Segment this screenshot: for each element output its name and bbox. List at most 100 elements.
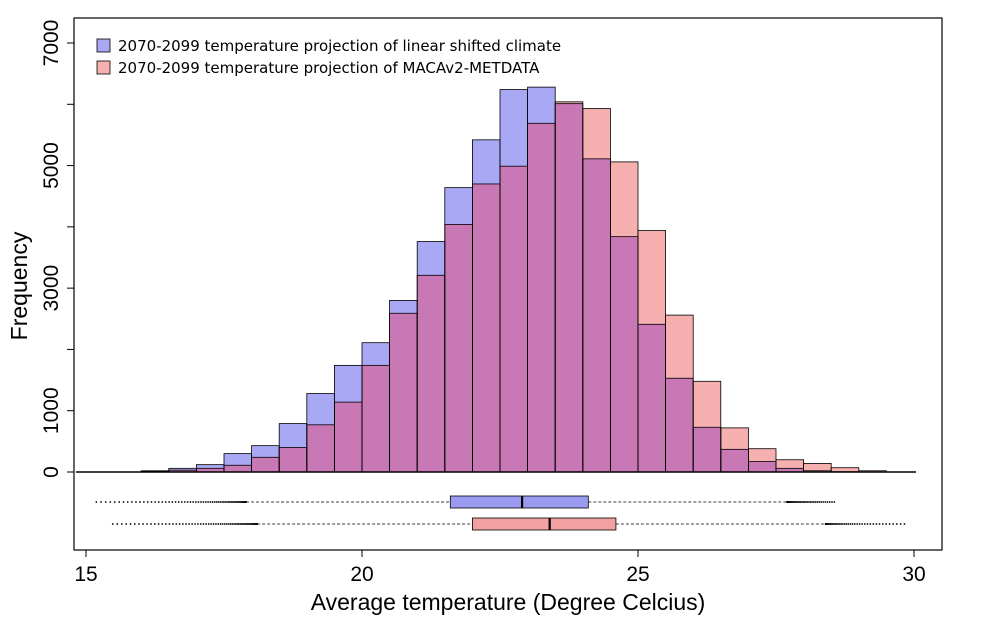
- boxplot-outlier: [185, 523, 187, 525]
- boxplot-outlier: [834, 523, 837, 525]
- boxplot-outlier: [820, 501, 823, 503]
- boxplot-outlier: [866, 523, 869, 525]
- boxplot-outlier: [133, 523, 136, 525]
- histogram-bar-overlap: [389, 313, 418, 472]
- boxplot-outlier: [178, 523, 181, 525]
- boxplot-outlier: [226, 501, 228, 503]
- histogram-bar-linear-shifted: [306, 393, 335, 425]
- histogram-bar-linear-shifted: [362, 342, 390, 366]
- histogram-bar-macav2: [748, 448, 776, 462]
- histogram-bar-macav2: [831, 467, 859, 472]
- y-tick-label: 0: [40, 466, 63, 478]
- histogram-bar-overlap: [693, 427, 721, 472]
- boxplot-outlier: [222, 501, 225, 503]
- x-tick-label: 25: [626, 563, 649, 586]
- histogram-bar-linear-shifted: [334, 365, 362, 403]
- boxplot-outlier: [207, 501, 209, 503]
- histogram-bar-macav2: [693, 381, 721, 428]
- boxplot-outlier: [895, 523, 898, 525]
- boxplot-outlier: [168, 501, 170, 503]
- boxplot-outlier: [174, 501, 177, 503]
- boxplot-outlier: [847, 523, 850, 525]
- boxplot-outlier: [224, 501, 227, 503]
- boxplot-outlier: [199, 523, 202, 525]
- boxplot-outlier: [197, 523, 199, 525]
- boxplot-outlier: [802, 501, 805, 503]
- boxplot-outlier: [229, 523, 232, 525]
- boxplot-outlier: [197, 501, 200, 503]
- histogram-bar-overlap: [610, 236, 638, 472]
- boxplot-outlier: [230, 501, 233, 503]
- boxplot-outlier: [234, 523, 237, 525]
- boxplot-outlier: [202, 523, 205, 525]
- y-tick-label: 5000: [40, 142, 63, 189]
- boxplot-outlier: [207, 523, 210, 525]
- histogram-bar-overlap: [582, 158, 611, 472]
- boxplot-outlier: [856, 523, 859, 525]
- boxplot-outlier: [183, 501, 186, 503]
- histogram-bar-macav2: [582, 108, 611, 159]
- boxplot-outlier: [111, 523, 114, 525]
- boxplot-outlier: [233, 501, 235, 503]
- boxplot-outlier: [239, 523, 242, 525]
- legend-swatch-macav2: [96, 60, 111, 75]
- boxplot-outlier: [888, 523, 891, 525]
- boxplot-outlier: [803, 501, 806, 503]
- boxplot-outlier: [109, 501, 112, 503]
- boxplot-outlier: [122, 501, 125, 503]
- boxplot-outlier: [164, 501, 167, 503]
- y-tick-label: 1000: [40, 387, 63, 434]
- y-axis-label: Frequency: [6, 231, 32, 340]
- legend-label-macav2: 2070-2099 temperature projection of MACA…: [118, 59, 540, 77]
- boxplot-outlier: [215, 523, 217, 525]
- legend-label-linear-shifted: 2070-2099 temperature projection of line…: [118, 37, 561, 55]
- histogram-bar-overlap: [527, 123, 556, 472]
- boxplot-outlier: [142, 501, 145, 503]
- boxplot-outlier: [237, 523, 240, 525]
- boxplot-outlier: [849, 523, 852, 525]
- boxplot-outlier: [215, 501, 218, 503]
- boxplot-outlier: [161, 523, 164, 525]
- boxplot-outlier: [171, 501, 174, 503]
- boxplot-outlier: [811, 501, 814, 503]
- boxplot-outlier: [116, 523, 119, 525]
- boxplot-outlier: [242, 523, 244, 525]
- boxplot-outlier: [217, 501, 220, 503]
- boxplot-outlier: [881, 523, 884, 525]
- boxplot-outlier: [202, 501, 205, 503]
- boxplot-outlier: [899, 523, 902, 525]
- histogram-bar-overlap: [334, 402, 362, 472]
- boxplot-outlier: [186, 501, 189, 503]
- boxplot-outlier: [168, 523, 171, 525]
- boxplot-outlier: [212, 523, 215, 525]
- boxplot-outlier: [146, 501, 149, 503]
- boxplot-outlier: [189, 501, 192, 503]
- boxplot-outlier: [831, 501, 833, 503]
- boxplot-outlier: [243, 523, 246, 525]
- boxplot-outlier: [181, 523, 184, 525]
- boxplot-outlier: [835, 523, 838, 525]
- histogram-bar-linear-shifted: [224, 453, 252, 466]
- boxplot-outlier: [146, 523, 148, 525]
- boxplot-outlier: [213, 501, 216, 503]
- boxplot-outlier: [240, 523, 243, 525]
- histogram-bar-macav2: [610, 161, 638, 237]
- boxplot-outlier: [188, 523, 191, 525]
- boxplot-layer: [95, 495, 906, 531]
- boxplot-outlier: [210, 523, 213, 525]
- histogram-bar-linear-shifted: [389, 300, 418, 314]
- boxplot-outlier: [139, 501, 141, 503]
- y-tick-label: 3000: [40, 265, 63, 312]
- boxplot-outlier: [219, 501, 222, 503]
- boxplot-outlier: [227, 523, 230, 525]
- histogram-bar-linear-shifted: [444, 187, 473, 225]
- boxplot-outlier: [806, 501, 809, 503]
- boxplot-outlier: [863, 523, 866, 525]
- boxplot-outlier: [194, 501, 197, 503]
- boxplot-outlier: [822, 501, 825, 503]
- boxplot-outlier: [118, 501, 121, 503]
- boxplot-outlier: [142, 523, 144, 525]
- boxplot-outlier: [818, 501, 821, 503]
- histogram-bar-overlap: [251, 457, 280, 472]
- histogram-bar-macav2: [720, 427, 749, 450]
